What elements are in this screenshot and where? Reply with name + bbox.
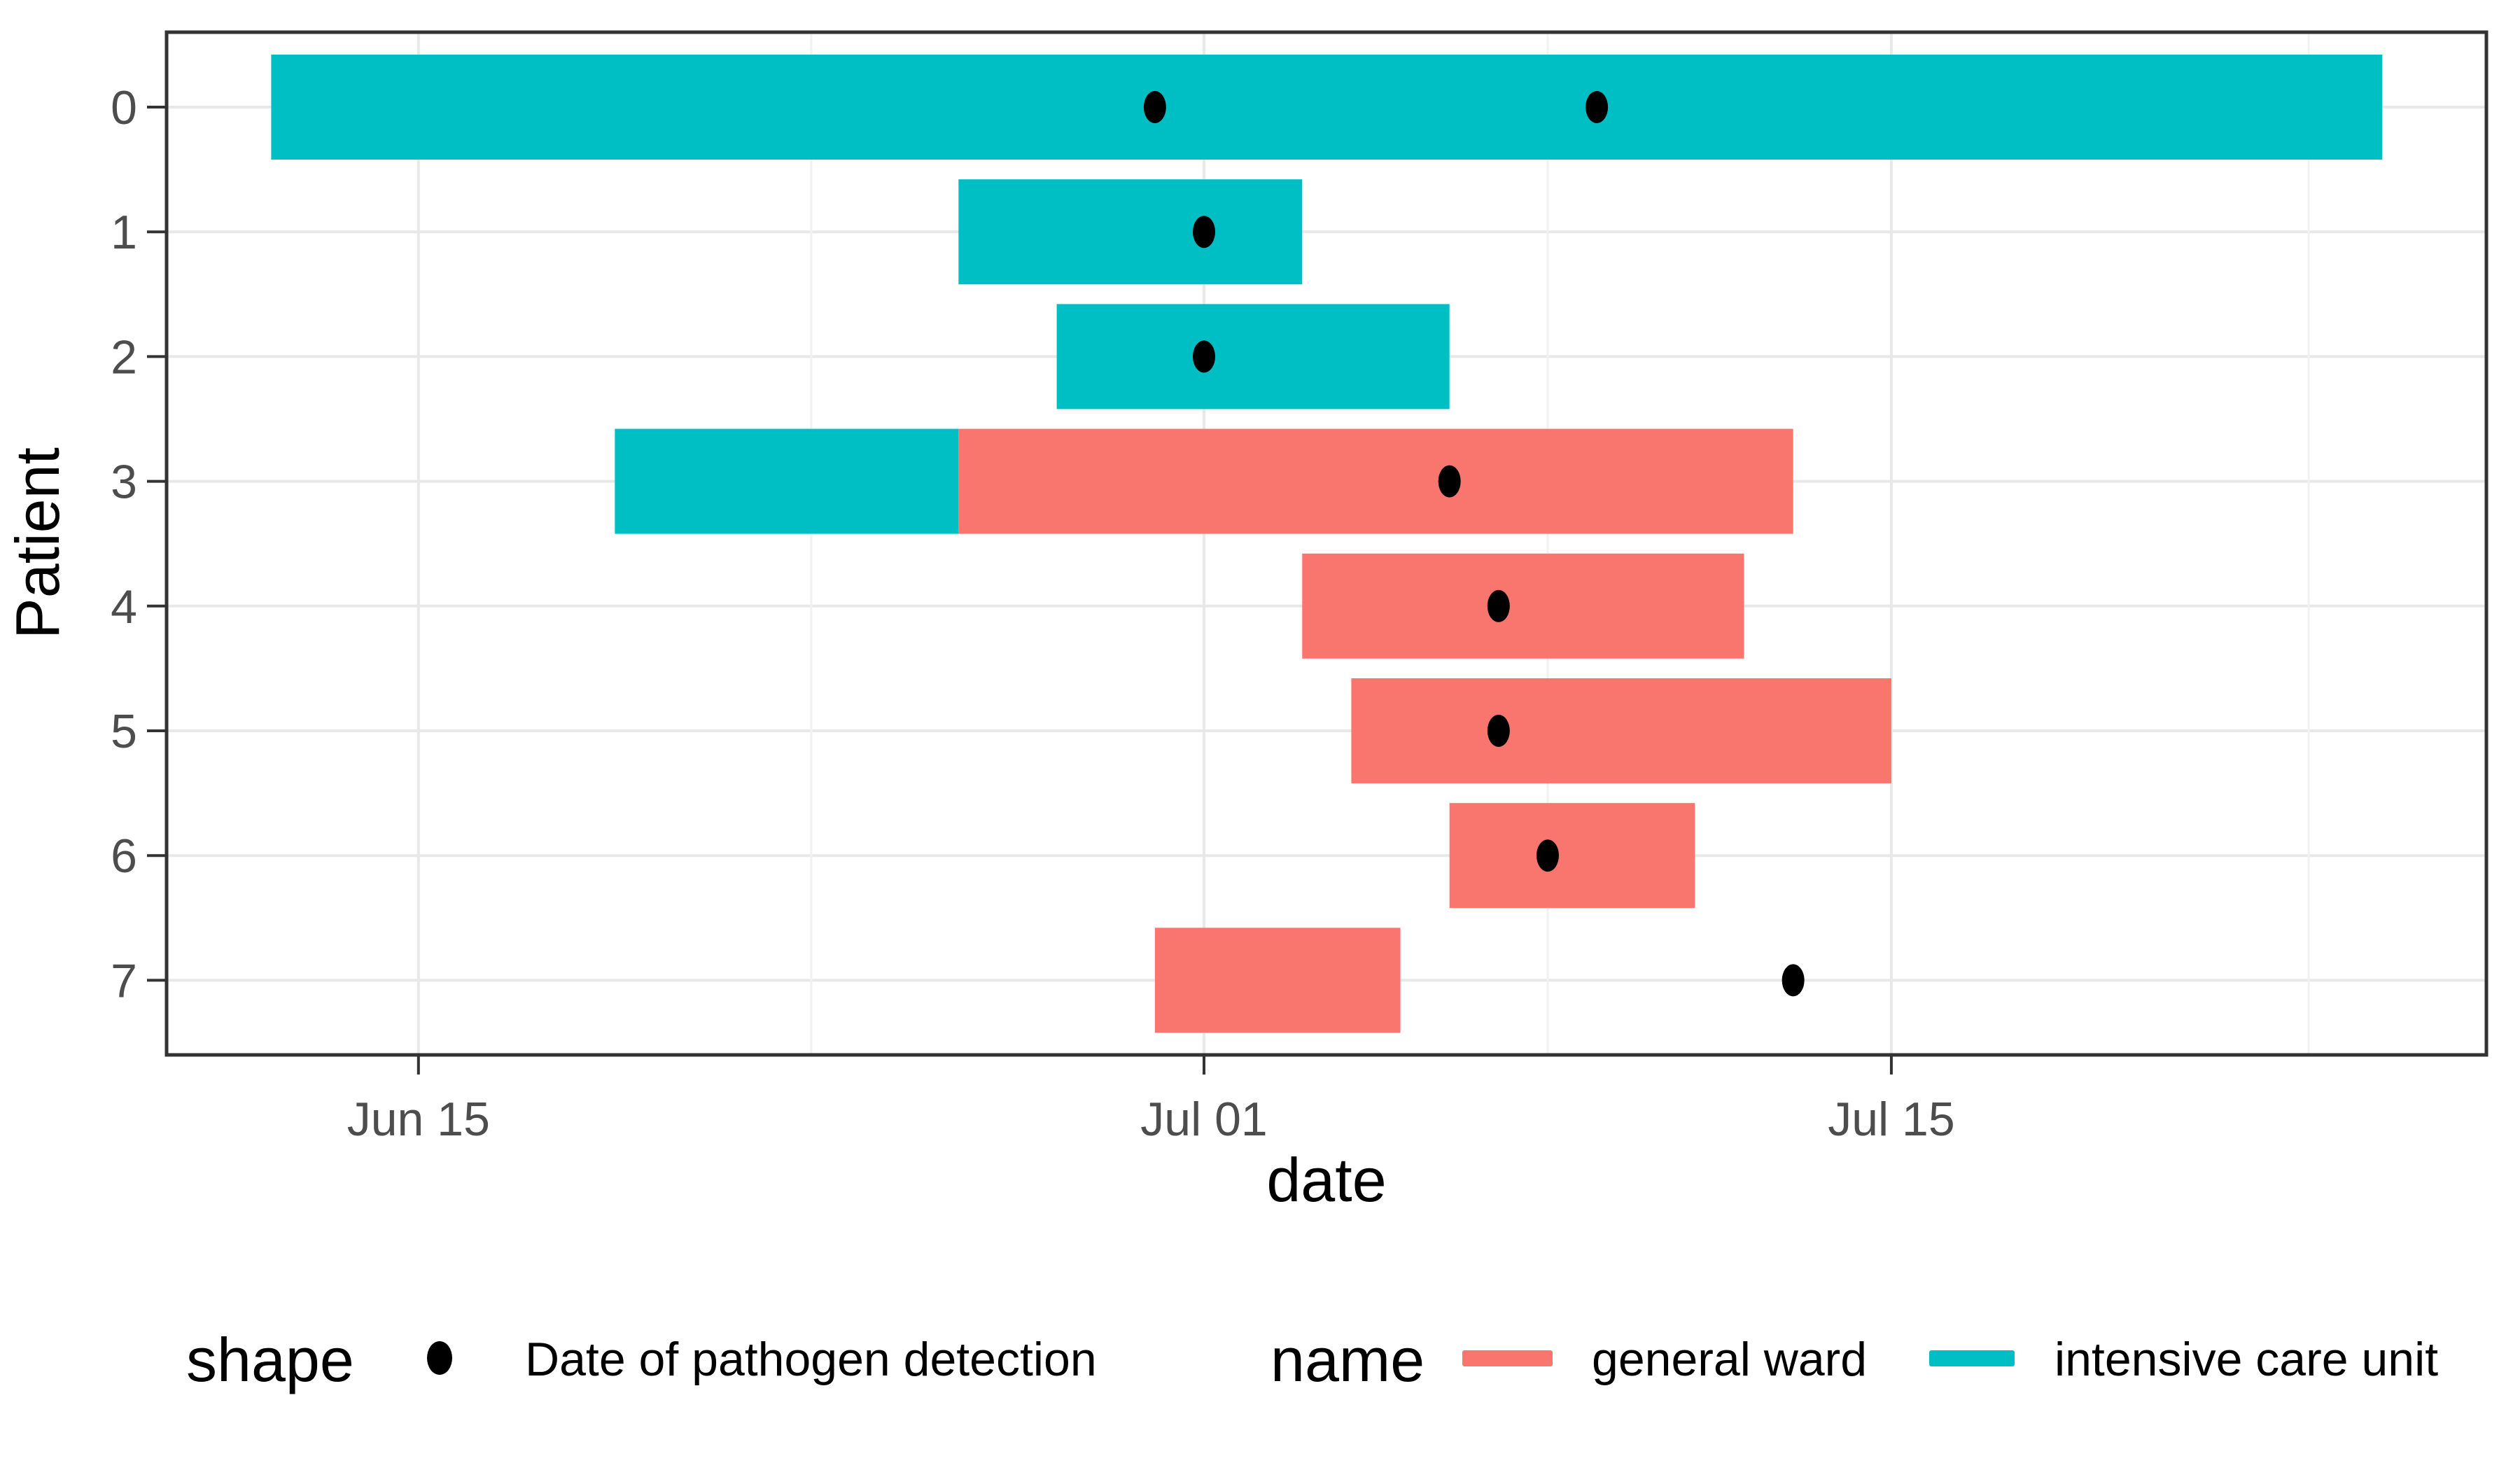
y-tick-label: 5 <box>111 705 137 758</box>
pathogen-detection-dot <box>1143 91 1166 123</box>
pathogen-detection-dots <box>1143 91 1805 997</box>
general-ward-legend-key-icon <box>1462 1350 1553 1366</box>
legend-item-intensive-care-unit: intensive care unit <box>2054 1333 2438 1386</box>
pathogen-detection-dot <box>1193 216 1216 248</box>
x-axis-title: date <box>1266 1145 1386 1214</box>
legend-name-title: name <box>1270 1325 1424 1394</box>
pathogen-detection-dot <box>1536 839 1559 872</box>
y-tick-label: 0 <box>111 81 137 134</box>
hospital-stay-bars <box>271 55 2383 1033</box>
y-tick-label: 6 <box>111 830 137 883</box>
axis-tick-labels: Jun 15 Jul 01 Jul 15 0 1 2 3 4 5 6 7 <box>111 81 1954 1146</box>
pathogen-detection-dot <box>1487 715 1510 747</box>
panel-border <box>164 30 2488 1057</box>
y-tick-label: 4 <box>111 580 137 634</box>
hospital-stay-bar <box>1351 678 1891 783</box>
hospital-stay-bar <box>1056 304 1450 410</box>
pathogen-detection-dot <box>1782 964 1805 997</box>
y-tick-label: 3 <box>111 456 137 509</box>
y-axis-title: Patient <box>3 447 72 639</box>
legend-shape-title: shape <box>186 1325 354 1394</box>
pathogen-detection-dot <box>1193 340 1216 373</box>
hospital-stay-bar <box>958 428 1793 534</box>
legend-shape-item-label: Date of pathogen detection <box>525 1333 1097 1386</box>
legend-item-general-ward: general ward <box>1592 1333 1867 1386</box>
panel-background <box>167 32 2486 1055</box>
x-tick-label: Jul 01 <box>1140 1093 1267 1146</box>
detection-dot-legend-key-icon <box>427 1341 452 1375</box>
hospital-stay-bar <box>615 428 959 534</box>
y-tick-label: 2 <box>111 330 137 384</box>
y-tick-label: 7 <box>111 954 137 1007</box>
hospital-stay-bar <box>1154 927 1401 1033</box>
hospital-stay-bar <box>958 179 1303 285</box>
pathogen-detection-dot <box>1586 91 1609 123</box>
pathogen-detection-dot <box>1438 465 1461 498</box>
legend: shape Date of pathogen detection name ge… <box>186 1325 2438 1394</box>
x-tick-label: Jul 15 <box>1828 1093 1954 1146</box>
axis-ticks <box>147 106 1893 1074</box>
hospital-stay-bar <box>1302 553 1744 659</box>
intensive-care-unit-legend-key-icon <box>1929 1350 2015 1366</box>
hospital-stay-bar <box>1449 803 1695 909</box>
hospital-stay-bar <box>271 55 2383 160</box>
y-tick-label: 1 <box>111 206 137 259</box>
x-tick-label: Jun 15 <box>347 1093 490 1146</box>
pathogen-detection-dot <box>1487 589 1510 622</box>
